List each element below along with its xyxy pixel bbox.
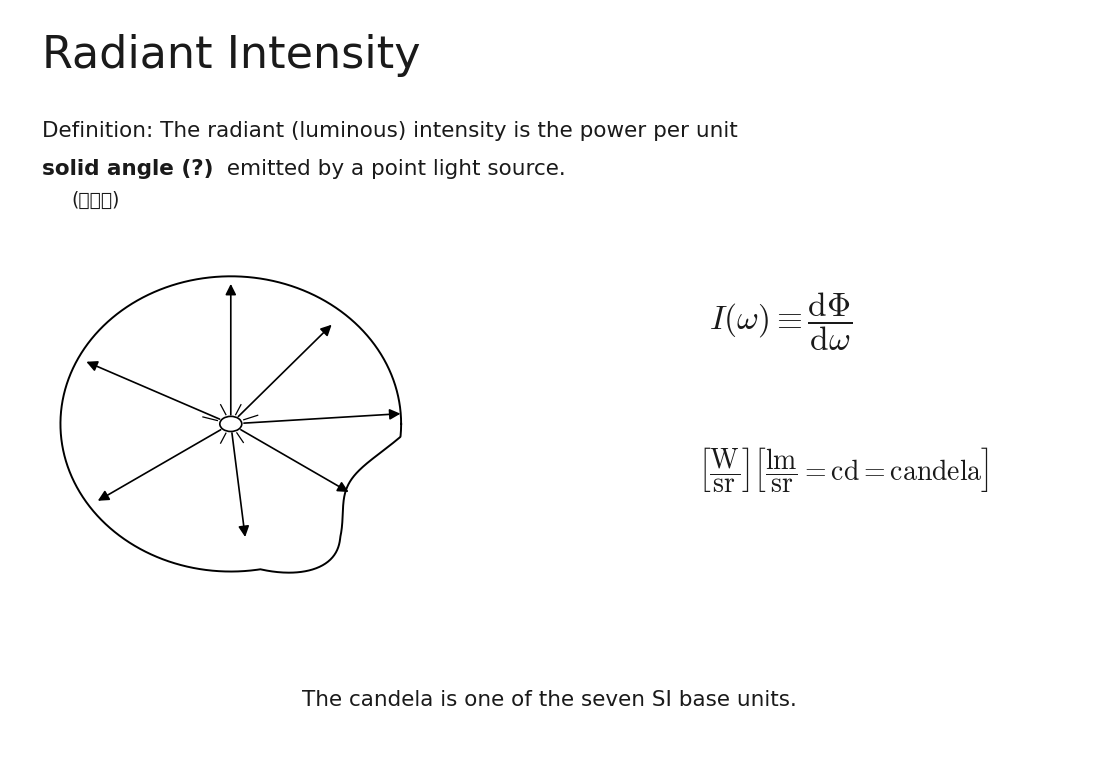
Text: Definition: The radiant (luminous) intensity is the power per unit: Definition: The radiant (luminous) inten… xyxy=(42,121,737,141)
Text: $\left[\dfrac{\mathrm{W}}{\mathrm{sr}}\right] \left[\dfrac{\mathrm{lm}}{\mathrm{: $\left[\dfrac{\mathrm{W}}{\mathrm{sr}}\r… xyxy=(698,445,989,494)
Text: Radiant Intensity: Radiant Intensity xyxy=(42,34,421,77)
Text: (立体角): (立体角) xyxy=(71,191,120,210)
Text: emitted by a point light source.: emitted by a point light source. xyxy=(220,159,566,179)
Text: solid angle (?): solid angle (?) xyxy=(42,159,213,179)
Text: The candela is one of the seven SI base units.: The candela is one of the seven SI base … xyxy=(302,690,797,710)
Text: $I(\omega) \equiv \dfrac{\mathrm{d}\Phi}{\mathrm{d}\omega}$: $I(\omega) \equiv \dfrac{\mathrm{d}\Phi}… xyxy=(709,291,853,353)
